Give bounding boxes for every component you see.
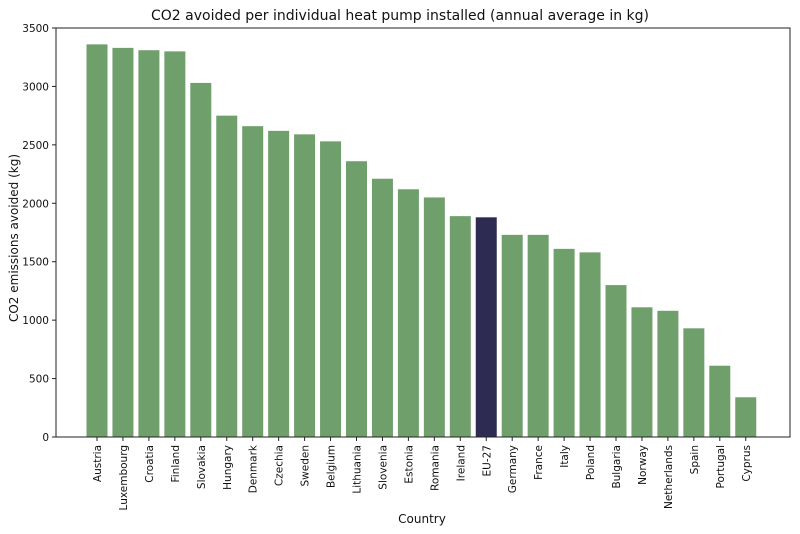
y-tick-label: 1000 — [22, 315, 49, 327]
x-tick-label: Hungary — [222, 445, 234, 490]
bar-slovenia — [371, 178, 393, 437]
bar-norway — [631, 307, 653, 437]
x-tick-label: Austria — [92, 445, 104, 482]
bar-croatia — [138, 50, 160, 438]
x-tick-label: Cyprus — [741, 445, 753, 482]
x-tick-label: France — [533, 445, 545, 480]
y-tick-label: 2000 — [22, 198, 49, 210]
x-tick-label: Bulgaria — [611, 445, 623, 489]
x-tick-label: Czechia — [274, 445, 286, 486]
bar-spain — [683, 328, 705, 437]
y-tick-label: 500 — [29, 374, 49, 386]
x-tick-label: Norway — [637, 445, 649, 485]
x-tick-label: Poland — [585, 445, 597, 480]
x-axis-label: Country — [398, 512, 446, 526]
bar-netherlands — [657, 310, 679, 437]
bar-estonia — [397, 189, 419, 437]
x-tick-label: Slovakia — [196, 445, 208, 489]
x-axis-ticks: Austria Luxembourg Croatia Finland Slovakia H… — [92, 437, 753, 510]
bar-belgium — [320, 141, 342, 437]
bar-germany — [501, 234, 523, 437]
x-tick-label: Lithuania — [352, 445, 364, 494]
x-tick-label: Italy — [559, 445, 571, 468]
bar-cyprus — [735, 397, 757, 437]
x-tick-label: Belgium — [326, 445, 338, 488]
y-axis-label: CO2 emissions avoided (kg) — [7, 154, 21, 322]
bar-eu-27 — [475, 217, 497, 437]
x-tick-label: Finland — [170, 445, 182, 483]
bar-poland — [579, 252, 601, 437]
y-axis-ticks: 0 500 1000 1500 2000 2500 3000 3500 — [22, 23, 56, 444]
y-tick-label: 0 — [42, 432, 49, 444]
bar-sweden — [294, 134, 316, 437]
x-tick-label: Romania — [429, 445, 441, 491]
bar-austria — [86, 44, 108, 438]
x-tick-label: EU-27 — [481, 445, 493, 476]
x-tick-label: Croatia — [144, 445, 156, 483]
y-tick-label: 3000 — [22, 81, 49, 93]
x-tick-label: Slovenia — [377, 445, 389, 490]
x-tick-label: Germany — [507, 445, 519, 493]
x-tick-label: Luxembourg — [118, 445, 130, 510]
bar-portugal — [709, 365, 731, 437]
x-tick-label: Sweden — [300, 445, 312, 487]
bar-luxembourg — [112, 47, 134, 437]
plot-frame — [55, 27, 791, 438]
x-tick-label: Spain — [689, 445, 701, 474]
bar-bulgaria — [605, 285, 627, 437]
bar-lithuania — [346, 161, 367, 437]
x-tick-label: Ireland — [455, 445, 467, 481]
bars — [86, 44, 757, 438]
chart-title: CO2 avoided per individual heat pump ins… — [151, 8, 649, 24]
bar-italy — [553, 248, 575, 437]
bar-finland — [164, 51, 186, 437]
x-tick-label: Portugal — [715, 445, 727, 489]
bar-france — [527, 234, 549, 437]
bar-ireland — [449, 216, 471, 437]
x-tick-label: Denmark — [248, 444, 260, 493]
bar-romania — [423, 197, 445, 437]
bar-hungary — [216, 115, 238, 438]
y-tick-label: 1500 — [22, 257, 49, 269]
x-tick-label: Estonia — [403, 445, 415, 484]
y-tick-label: 2500 — [22, 140, 49, 152]
y-tick-label: 3500 — [22, 23, 49, 35]
x-tick-label: Netherlands — [663, 445, 675, 509]
bar-slovakia — [190, 82, 212, 438]
bar-czechia — [268, 130, 290, 437]
bar-denmark — [242, 126, 264, 437]
